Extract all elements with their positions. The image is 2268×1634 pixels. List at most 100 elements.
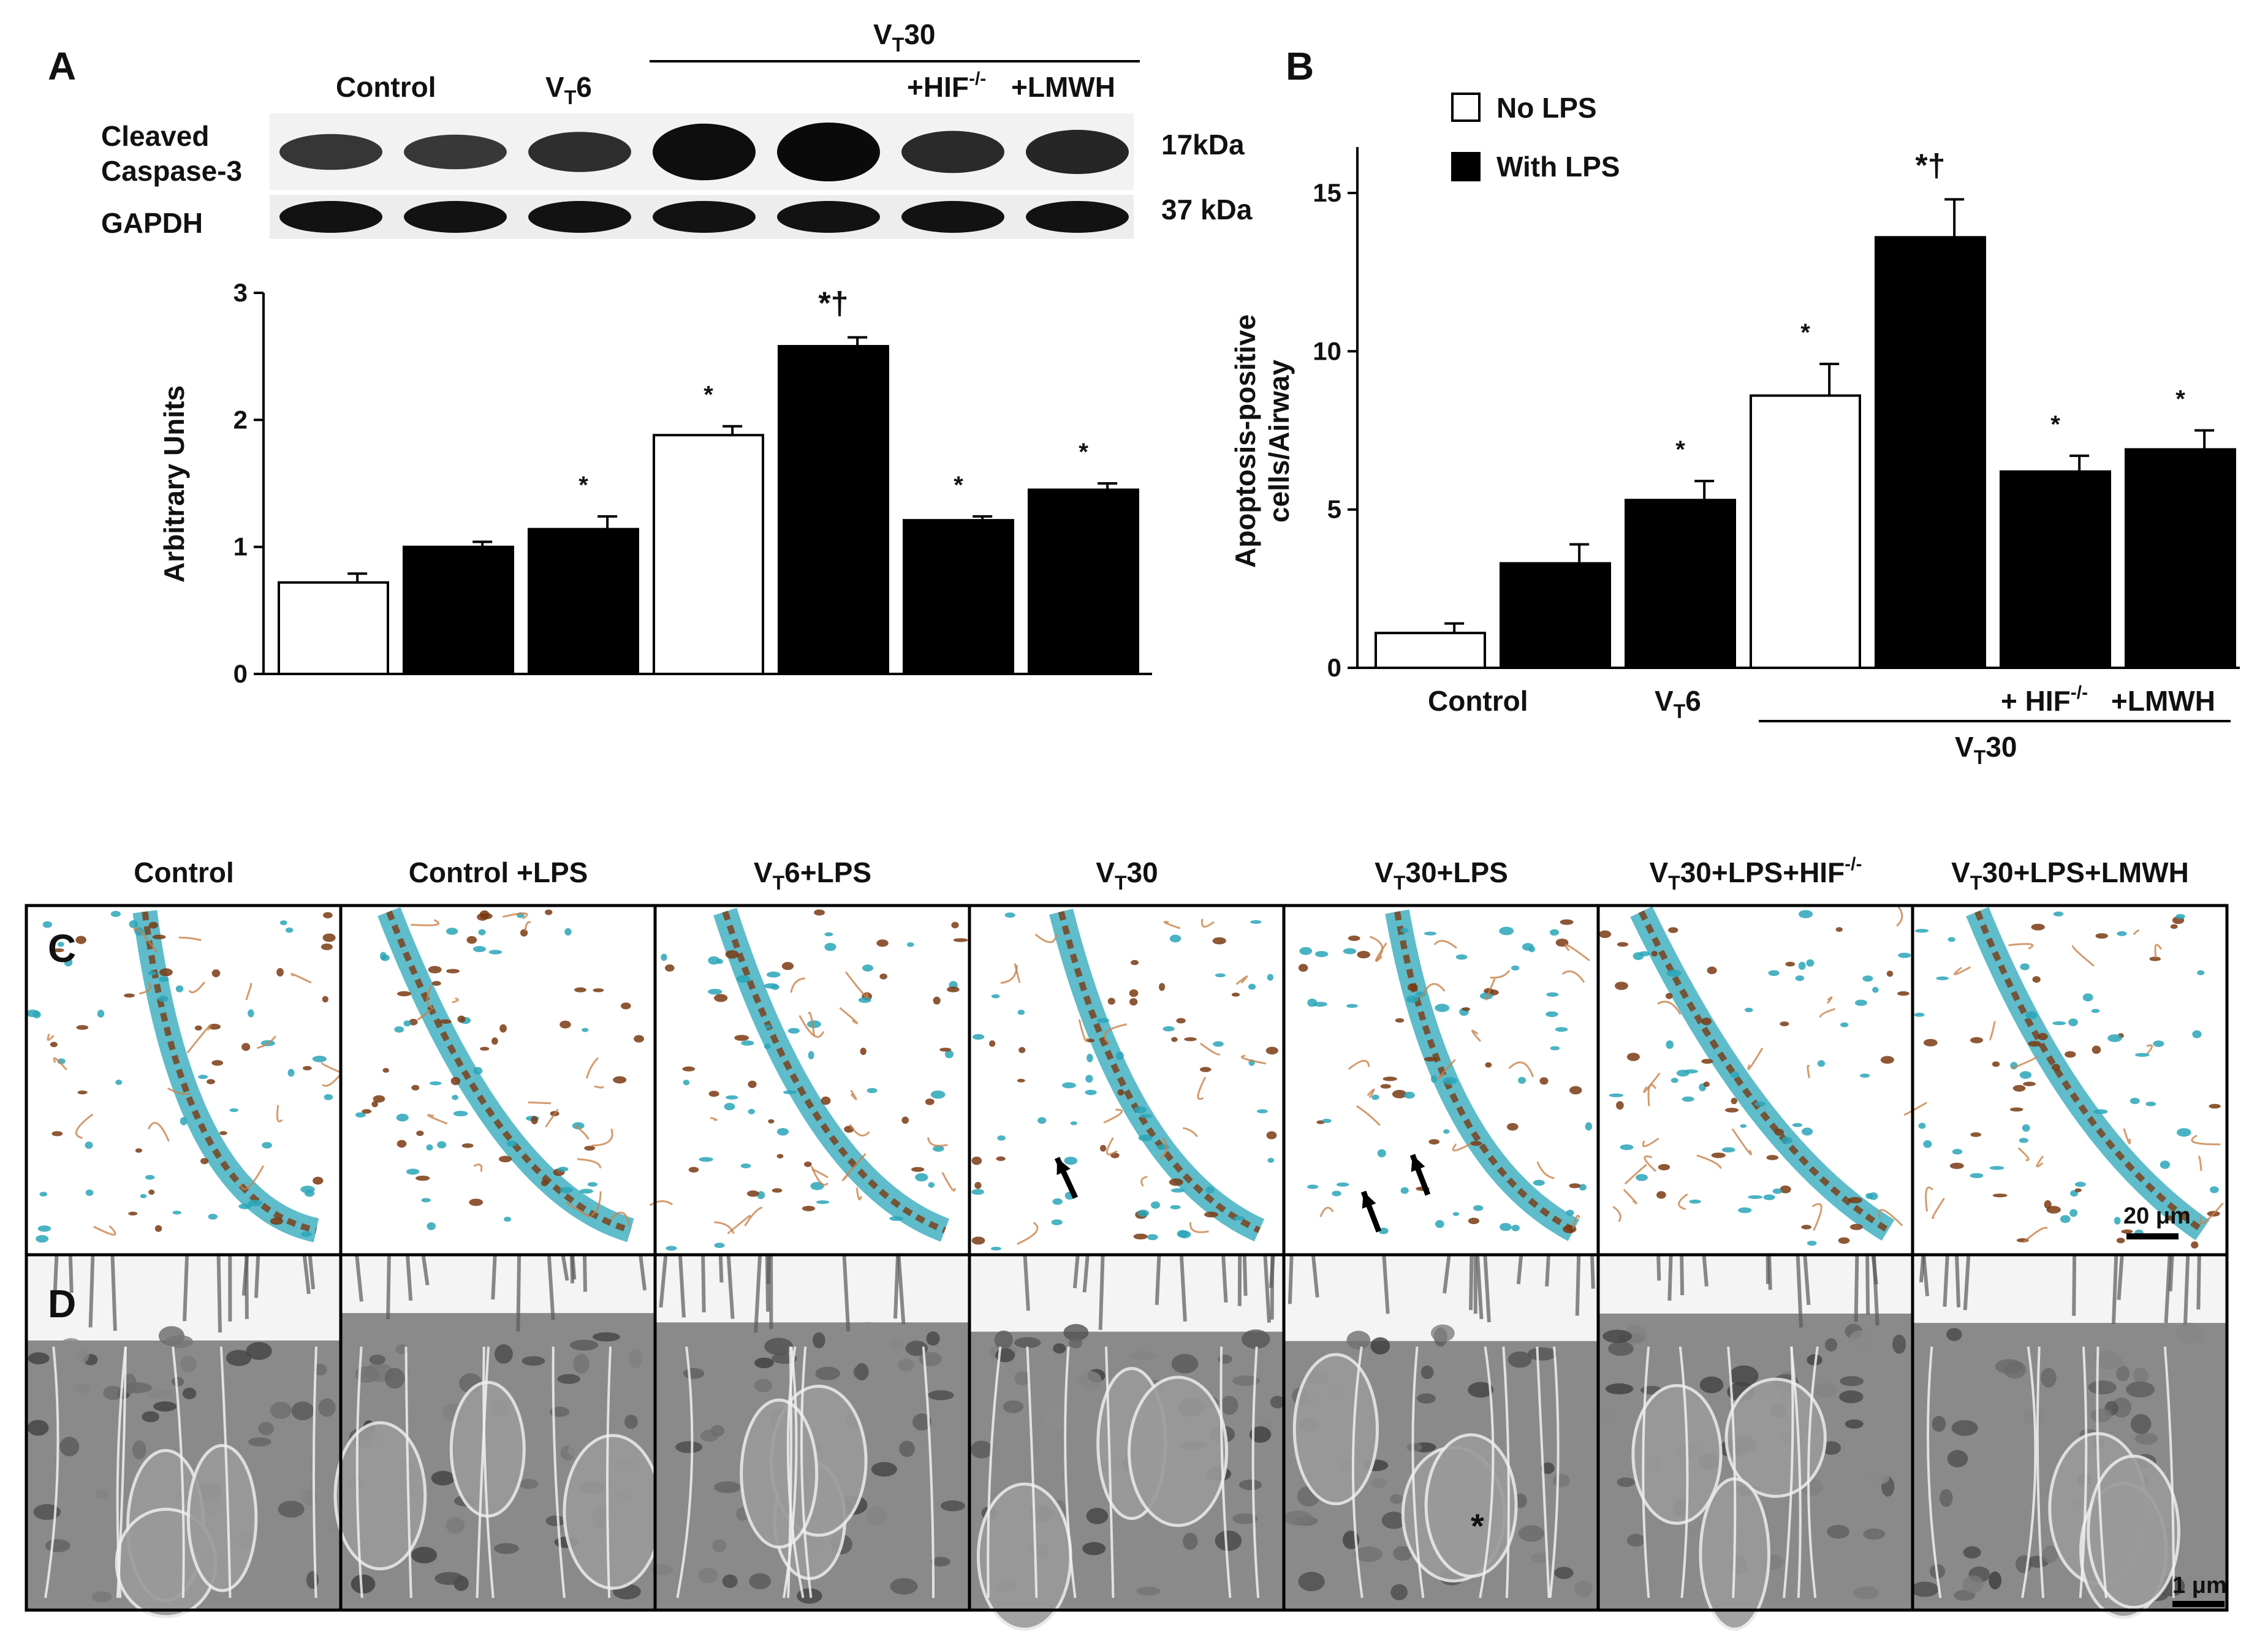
cell-nucleus: [559, 1020, 571, 1029]
blot-band: [901, 130, 1004, 173]
cell-nucleus: [1299, 947, 1313, 955]
granule: [897, 1358, 915, 1372]
alveolar-wall: [1235, 975, 1248, 985]
arrow-head: [1056, 1158, 1071, 1175]
alveolar-wall: [1643, 1072, 1661, 1094]
alveolar-wall: [2017, 1147, 2030, 1162]
alveolar-wall: [1367, 1088, 1375, 1099]
cilia: [1443, 1254, 1451, 1294]
cell-nucleus: [25, 1009, 40, 1018]
cell-nucleus: [1443, 1077, 1457, 1085]
granule: [1417, 1393, 1436, 1404]
cell-nucleus: [1848, 1197, 1862, 1204]
granule: [2133, 1367, 2149, 1384]
cilia: [1475, 1254, 1484, 1320]
lumen: [655, 1255, 969, 1323]
cell-nucleus: [1147, 1234, 1158, 1241]
cell-nucleus: [997, 1135, 1006, 1141]
cell-nucleus: [303, 1065, 312, 1070]
cell-nucleus: [1952, 1149, 1963, 1155]
cell-nucleus: [416, 1130, 424, 1137]
cell-nucleus: [579, 1189, 594, 1194]
cell-nucleus: [2192, 1030, 2202, 1038]
granule: [1346, 1331, 1371, 1350]
cell-nucleus: [558, 1167, 569, 1172]
alveolar-wall: [133, 927, 157, 953]
cilia: [1575, 1254, 1581, 1316]
cell-nucleus: [1051, 1219, 1063, 1225]
cell-boundary: [1104, 1346, 1115, 1598]
cell-nucleus: [1267, 1157, 1275, 1163]
cilia: [1955, 1254, 1961, 1307]
cell-nucleus: [145, 1174, 155, 1180]
cell-nucleus: [452, 1095, 459, 1100]
alveolar-wall: [1624, 1163, 1648, 1185]
cell-nucleus: [1131, 959, 1139, 966]
alveolar-wall: [1561, 970, 1585, 983]
cell-nucleus: [2012, 1084, 2026, 1092]
cell-nucleus: [51, 1131, 63, 1137]
cell-nucleus: [1117, 1089, 1125, 1096]
alveolar-wall: [2071, 945, 2095, 967]
alveolar-wall: [1819, 1008, 1836, 1018]
granule: [854, 1322, 881, 1337]
cell-nucleus: [1880, 1056, 1894, 1064]
cilia: [1179, 1254, 1187, 1322]
cell-nucleus: [1897, 991, 1910, 996]
cell-nucleus: [248, 1200, 263, 1206]
cell-nucleus: [2149, 956, 2161, 961]
cell-nucleus: [1086, 1038, 1095, 1043]
cell-nucleus: [1566, 1209, 1574, 1216]
micrograph-header: VT6+LPS: [754, 857, 871, 894]
cell-nucleus: [36, 1235, 49, 1243]
cell-nucleus: [802, 1206, 816, 1211]
granule: [1370, 1337, 1390, 1355]
cell-boundary: [1219, 1346, 1232, 1598]
alveolar-wall: [426, 986, 434, 1010]
alveolar-wall: [1356, 1105, 1381, 1126]
cell-nucleus: [2031, 923, 2045, 931]
cell-nucleus: [858, 997, 871, 1004]
micrograph-header: VT30+LPS: [1375, 857, 1508, 894]
cell-nucleus: [944, 1050, 954, 1059]
significance-marker: *†: [1915, 148, 1945, 183]
chart-b-bars: * * *† * *: [1375, 148, 2236, 670]
alveolar-wall: [649, 1200, 673, 1206]
granule: [2088, 1380, 2117, 1395]
cell-nucleus: [396, 1140, 407, 1148]
lumen: [341, 1255, 655, 1314]
cell-nucleus: [726, 1095, 738, 1100]
cell-nucleus: [1424, 931, 1437, 936]
cilia: [1023, 1254, 1030, 1311]
granule: [928, 1390, 954, 1401]
cell-nucleus: [1233, 1216, 1245, 1220]
cell-nucleus: [928, 1182, 935, 1188]
cell-nucleus: [488, 950, 503, 955]
cell-nucleus: [437, 1141, 447, 1149]
granule: [1840, 1376, 1864, 1386]
cell-nucleus: [1731, 1097, 1737, 1105]
alveolar-wall: [1078, 1019, 1088, 1042]
cell-nucleus: [2114, 1217, 2121, 1225]
granule: [1298, 1572, 1325, 1592]
cilia: [1865, 1254, 1870, 1315]
blot-row2-label: GAPDH: [101, 207, 203, 239]
cell-nucleus: [1500, 1223, 1512, 1231]
cilia: [754, 1254, 762, 1333]
granule: [754, 1379, 772, 1393]
cell-nucleus: [1499, 926, 1514, 936]
cell-boundary: [1727, 1346, 1737, 1598]
micrograph-d-frame: [1911, 1253, 2229, 1612]
cell-boundary: [922, 1346, 935, 1598]
cell-nucleus: [1485, 1062, 1492, 1068]
cilia: [571, 1254, 577, 1280]
granule: [1079, 1371, 1102, 1390]
cell-nucleus: [741, 1040, 754, 1046]
granule: [351, 1574, 376, 1594]
alveolar-wall: [844, 971, 869, 999]
cell-nucleus: [1792, 1123, 1803, 1127]
cell-nucleus: [2095, 933, 2108, 939]
cell-nucleus: [1949, 1162, 1964, 1170]
cell-nucleus: [262, 1142, 272, 1149]
cell-nucleus: [480, 1046, 490, 1051]
